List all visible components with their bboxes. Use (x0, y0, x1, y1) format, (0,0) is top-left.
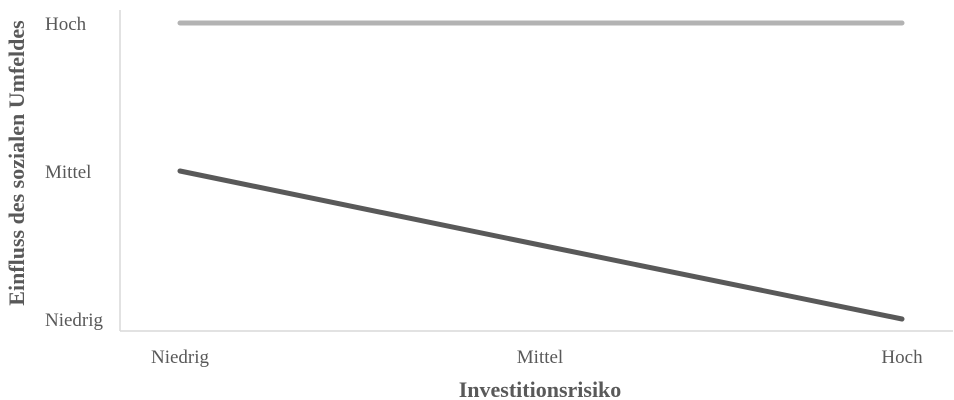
y-tick-label-mittel: Mittel (45, 162, 91, 183)
y-tick-label-hoch: Hoch (45, 14, 87, 35)
series-line-2 (177, 168, 905, 322)
x-tick-labels: Niedrig Mittel Hoch (151, 347, 923, 368)
series-layer (177, 20, 905, 322)
x-tick-label-hoch: Hoch (881, 347, 923, 368)
y-tick-labels: Niedrig Mittel Hoch (45, 14, 104, 331)
plot-area (119, 10, 953, 332)
x-tick-label-niedrig: Niedrig (151, 347, 210, 368)
x-tick-label-mittel: Mittel (517, 347, 563, 368)
y-axis-title: Einfluss des sozialen Umfeldes (4, 20, 29, 306)
x-axis-title: Investitionsrisiko (459, 377, 622, 400)
y-tick-label-niedrig: Niedrig (45, 310, 104, 331)
